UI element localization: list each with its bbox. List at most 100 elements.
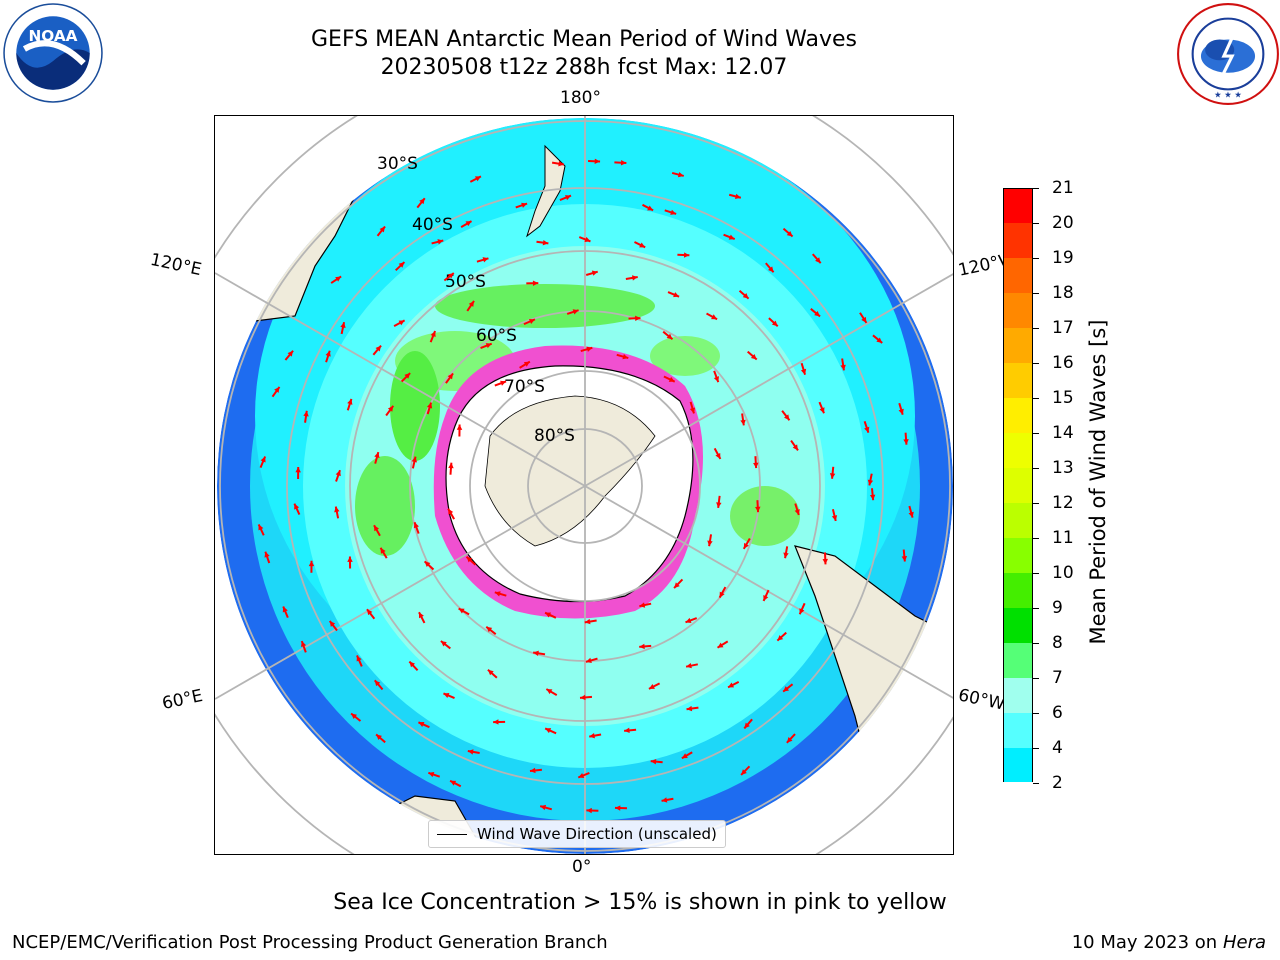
colorbar-tick-label: 2 — [1052, 773, 1063, 793]
wind-arrowhead — [398, 320, 405, 326]
noaa-logo: NOAA — [3, 3, 103, 103]
map-panel: 30°S 40°S 50°S 60°S 70°S 80°S Wind Wave … — [214, 115, 954, 855]
legend-label: Wind Wave Direction (unscaled) — [477, 825, 717, 843]
colorbar-tick — [1033, 188, 1039, 189]
wind-arrowhead — [673, 292, 680, 298]
wind-arrowhead — [666, 333, 673, 340]
wind-arrowhead — [387, 405, 394, 412]
wind-arrowhead — [468, 300, 475, 307]
wind-arrowhead — [639, 242, 646, 248]
colorbar-box — [1003, 678, 1033, 713]
wind-arrowhead — [545, 728, 552, 734]
wind-arrowhead — [650, 758, 657, 765]
wind-arrowhead — [448, 508, 454, 515]
colorbar-box — [1003, 643, 1033, 678]
wind-arrowhead — [771, 320, 778, 327]
wind-arrowhead — [719, 591, 725, 598]
colorbar-box — [1003, 293, 1033, 328]
wind-arrowhead — [734, 193, 741, 200]
lon-label-0: 0° — [572, 857, 592, 877]
wind-arrowhead — [485, 343, 492, 349]
wind-arrowhead — [768, 266, 774, 273]
wind-arrowhead — [466, 556, 473, 563]
colorbar-tick — [1033, 398, 1039, 399]
wind-arrowhead — [740, 419, 746, 426]
map-legend: Wind Wave Direction (unscaled) — [428, 820, 726, 848]
wind-arrowhead — [419, 198, 425, 205]
wind-arrowhead — [755, 506, 761, 513]
wind-arrowhead — [763, 594, 769, 601]
wind-arrowhead — [545, 612, 552, 618]
wind-arrowhead — [753, 462, 759, 469]
graticule — [215, 116, 953, 854]
colorbar-tick-label: 20 — [1052, 213, 1074, 233]
lon-label-60e: 60°E — [160, 685, 205, 715]
colorbar-box — [1003, 608, 1033, 643]
wind-arrowhead — [639, 602, 646, 608]
sea-ice-footnote: Sea Ice Concentration > 15% is shown in … — [333, 890, 947, 915]
footer-machine: Hera — [1222, 932, 1266, 953]
wind-arrowhead — [418, 721, 425, 727]
svg-text:★ ★ ★: ★ ★ ★ — [1214, 90, 1242, 100]
wind-arrowhead — [681, 753, 688, 759]
wind-arrowhead — [728, 682, 735, 688]
wind-arrowhead — [546, 689, 553, 695]
wind-arrowhead — [494, 591, 501, 597]
wind-arrowhead — [620, 160, 627, 166]
wind-arrowhead — [533, 650, 539, 656]
wind-arrowhead — [260, 456, 266, 463]
wind-arrowhead — [786, 737, 793, 743]
wind-arrowhead — [783, 552, 789, 559]
wind-arrowhead — [264, 551, 270, 558]
lon-label-60w: 60°W — [956, 685, 1007, 715]
wind-arrowhead — [686, 662, 692, 669]
wind-arrowhead — [586, 807, 592, 814]
footer-date-text: 10 May 2023 on — [1071, 932, 1218, 953]
wind-arrowhead — [585, 657, 592, 664]
wind-arrowhead — [437, 239, 444, 245]
colorbar-tick — [1033, 538, 1039, 539]
colorbar-box — [1003, 433, 1033, 468]
wind-arrowhead — [482, 257, 489, 263]
wind-arrowhead — [584, 236, 591, 243]
wind-arrowhead — [500, 380, 507, 386]
colorbar-tick — [1033, 573, 1039, 574]
colorbar-tick — [1033, 643, 1039, 644]
wind-arrowhead — [542, 239, 549, 246]
wind-arrowhead — [374, 452, 380, 458]
colorbar-tick — [1033, 223, 1039, 224]
colorbar-box — [1003, 573, 1033, 608]
wind-arrowhead — [586, 346, 593, 352]
colorbar-tick-label: 11 — [1052, 528, 1074, 548]
wind-arrowhead — [792, 444, 798, 451]
wind-arrowhead — [622, 353, 629, 360]
lat-label-70s: 70°S — [504, 377, 545, 397]
lon-label-180: 180° — [560, 88, 601, 108]
wind-arrowhead — [347, 398, 353, 405]
wind-arrowhead — [411, 456, 418, 463]
wind-arrowhead — [635, 315, 641, 322]
wind-arrowhead — [493, 719, 499, 725]
wind-arrowhead — [532, 280, 539, 286]
wind-arrowhead — [648, 683, 655, 689]
wind-arrowhead — [458, 608, 465, 614]
wind-arrowhead — [528, 318, 535, 324]
wind-arrowhead — [380, 547, 386, 554]
antarctica-land — [484, 395, 656, 547]
wind-arrowhead — [579, 694, 586, 701]
lat-label-60s: 60°S — [476, 326, 517, 346]
wind-arrowhead — [356, 655, 362, 662]
wind-arrowhead — [374, 680, 381, 687]
wind-arrowhead — [717, 642, 724, 648]
footer-date: 10 May 2023 on Hera — [1072, 932, 1266, 953]
wind-arrowhead — [447, 373, 454, 380]
wind-arrowhead — [677, 171, 684, 178]
colorbar-box — [1003, 503, 1033, 538]
wind-arrowhead — [274, 386, 280, 393]
wind-arrowhead — [822, 558, 828, 565]
wind-arrowhead — [631, 275, 638, 281]
wind-arrowhead — [376, 734, 382, 741]
wind-arrowhead — [303, 410, 309, 417]
wind-arrowhead — [301, 641, 307, 648]
wind-arrowhead — [413, 522, 419, 529]
